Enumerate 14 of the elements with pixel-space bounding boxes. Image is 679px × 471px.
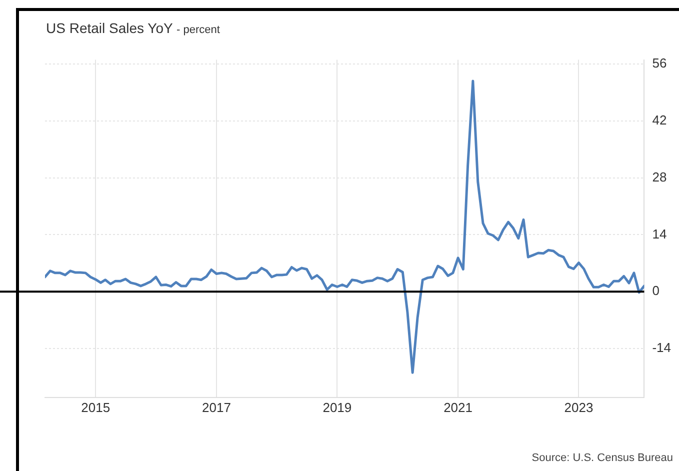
y-tick-label: 0 (652, 283, 660, 298)
x-tick-label: 2015 (81, 400, 110, 415)
y-tick-label: 14 (652, 226, 667, 242)
chart-subtitle: - percent (176, 24, 220, 36)
x-tick-label: 2023 (564, 400, 594, 415)
chart-title: US Retail Sales YoY (46, 20, 173, 36)
y-tick-label: -14 (652, 340, 672, 356)
x-tick-label: 2017 (202, 400, 231, 415)
y-tick-label: 42 (652, 112, 667, 128)
y-tick-label: 56 (652, 55, 667, 70)
source-note: Source: U.S. Census Bureau (532, 452, 673, 464)
x-tick-label: 2019 (322, 400, 352, 415)
y-tick-label: 28 (652, 169, 667, 184)
x-tick-label: 2021 (444, 400, 472, 415)
